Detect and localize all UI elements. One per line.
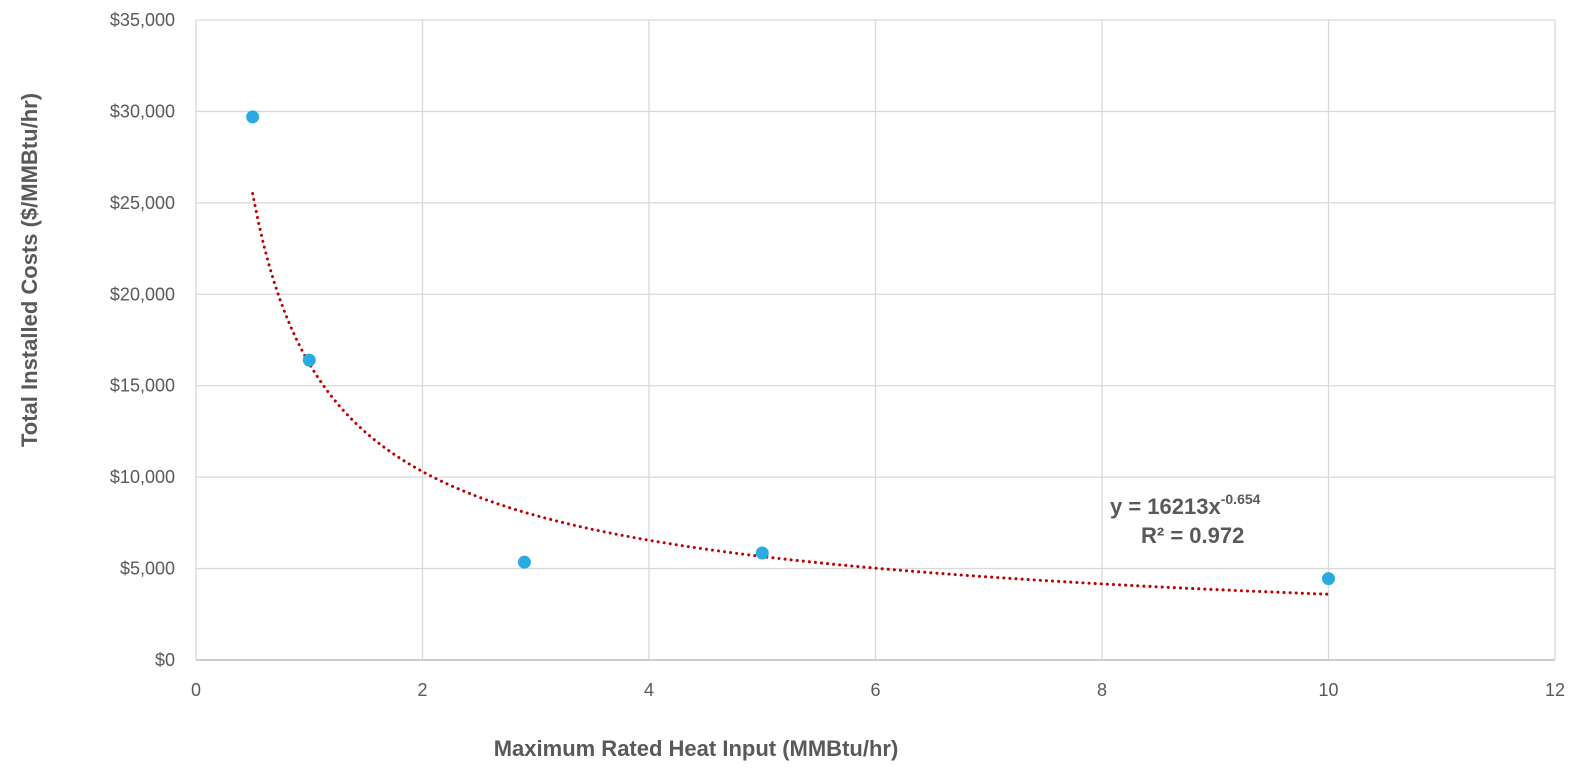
y-tick-label-5: $25,000	[110, 193, 175, 213]
data-point-0-1	[302, 353, 316, 367]
x-axis-tick-labels: 0 2 4 6 8 10 12	[191, 680, 1565, 700]
data-point-0-0	[246, 110, 260, 124]
svg-text:y = 16213x-0.654: y = 16213x-0.654	[1110, 491, 1261, 519]
y-axis-tick-labels: $0 $5,000 $10,000 $15,000 $20,000 $25,000 $30,…	[110, 10, 175, 670]
y-axis-title: Total Installed Costs ($/MMBtu/hr)	[17, 93, 42, 447]
equation-text: y = 16213x	[1110, 494, 1221, 519]
power-trendline	[251, 192, 1330, 596]
x-tick-label-4: 8	[1097, 680, 1107, 700]
trendline	[251, 192, 1330, 596]
x-tick-label-5: 10	[1318, 680, 1338, 700]
trendline-equation-label: y = 16213x-0.654 R² = 0.972	[1110, 491, 1261, 548]
y-tick-label-3: $15,000	[110, 376, 175, 396]
y-tick-label-6: $30,000	[110, 101, 175, 121]
data-point-0-4	[1322, 572, 1335, 586]
x-tick-label-3: 6	[870, 680, 880, 700]
x-tick-label-0: 0	[191, 680, 201, 700]
y-tick-label-1: $5,000	[120, 559, 175, 579]
x-tick-label-1: 2	[417, 680, 427, 700]
data-point-0-2	[517, 555, 531, 569]
data-points	[246, 110, 1335, 586]
y-tick-label-2: $10,000	[110, 467, 175, 487]
y-tick-label-7: $35,000	[110, 10, 175, 30]
y-tick-label-4: $20,000	[110, 284, 175, 304]
y-tick-label-0: $0	[155, 650, 175, 670]
x-axis-title: Maximum Rated Heat Input (MMBtu/hr)	[494, 736, 899, 761]
x-tick-label-6: 12	[1545, 680, 1565, 700]
data-point-0-3	[755, 546, 769, 560]
grid-lines	[195, 19, 1556, 661]
r-squared-label: R² = 0.972	[1141, 523, 1244, 548]
x-tick-label-2: 4	[644, 680, 654, 700]
equation-exponent: -0.654	[1221, 491, 1261, 507]
